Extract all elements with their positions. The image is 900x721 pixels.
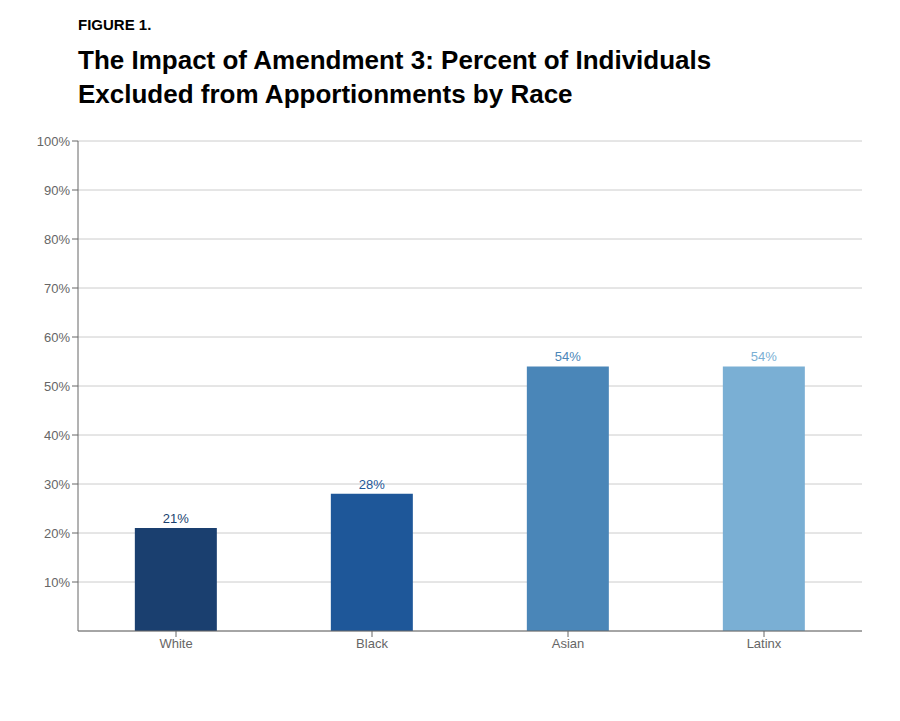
html-text:FIGURE 1.: FIGURE 1. bbox=[78, 16, 152, 33]
html-text:The Impact of Amendment 3: Per: The Impact of Amendment 3: Percent of In… bbox=[78, 45, 712, 75]
svg-text:80%: 80% bbox=[44, 232, 70, 247]
svg-text:70%: 70% bbox=[44, 281, 70, 296]
svg-text:50%: 50% bbox=[44, 379, 70, 394]
svg-text:10%: 10% bbox=[44, 575, 70, 590]
svg-text:100%: 100% bbox=[37, 134, 71, 149]
svg-text:28%: 28% bbox=[359, 477, 385, 492]
svg-text:54%: 54% bbox=[555, 349, 581, 364]
svg-text:21%: 21% bbox=[163, 511, 189, 526]
svg-text:White: White bbox=[159, 636, 192, 651]
svg-text:Latinx: Latinx bbox=[747, 636, 782, 651]
svg-text:30%: 30% bbox=[44, 477, 70, 492]
svg-text:60%: 60% bbox=[44, 330, 70, 345]
svg-text:54%: 54% bbox=[751, 349, 777, 364]
svg-text:20%: 20% bbox=[44, 526, 70, 541]
svg-text:Asian: Asian bbox=[552, 636, 585, 651]
svg-text:Black: Black bbox=[356, 636, 388, 651]
svg-text:90%: 90% bbox=[44, 183, 70, 198]
html-text:Excluded from Apportionments b: Excluded from Apportionments by Race bbox=[78, 79, 573, 109]
svg-text:40%: 40% bbox=[44, 428, 70, 443]
